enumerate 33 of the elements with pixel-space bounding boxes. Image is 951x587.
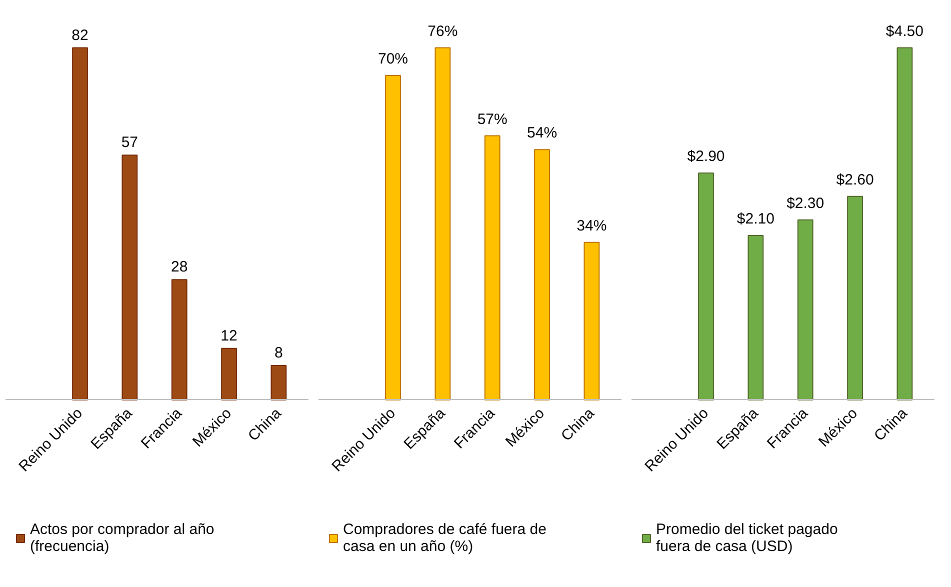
data-label: 76% (428, 22, 458, 40)
data-label: $2.60 (836, 171, 874, 188)
bar (434, 47, 451, 400)
bar (385, 75, 401, 400)
bar (748, 235, 764, 400)
data-label: 34% (576, 217, 607, 234)
bar (584, 242, 600, 400)
data-label: 28 (171, 258, 188, 276)
legend-label: Compradores de café fuera de casa en un año (%) (343, 521, 546, 555)
bar (484, 135, 500, 400)
data-label: $2.10 (736, 210, 774, 228)
bar (171, 279, 188, 400)
data-label: 70% (378, 50, 408, 68)
data-label: 8 (274, 344, 283, 362)
bar (896, 47, 913, 400)
bar (797, 219, 814, 400)
data-label: 82 (72, 26, 88, 44)
data-label: 57% (477, 110, 508, 128)
bar (534, 149, 550, 400)
bar (122, 154, 138, 400)
bar (698, 172, 714, 400)
bar (221, 348, 237, 400)
data-label: 54% (527, 124, 558, 142)
legend-label: Promedio del ticket pagado fuera de casa (USD) (656, 521, 838, 555)
bar (72, 47, 88, 400)
data-label: $2.30 (786, 194, 824, 212)
bar (270, 365, 287, 400)
data-label: $4.50 (886, 22, 924, 40)
bar (847, 196, 863, 400)
data-label: 12 (220, 327, 238, 344)
legend-label: Actos por comprador al año (frecuencia) (30, 521, 214, 555)
data-label: 57 (121, 134, 138, 152)
data-label: $2.90 (687, 148, 725, 165)
